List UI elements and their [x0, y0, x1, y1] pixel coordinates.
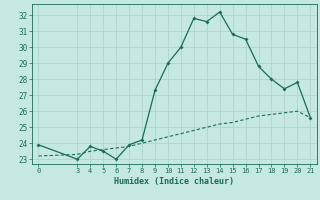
X-axis label: Humidex (Indice chaleur): Humidex (Indice chaleur) — [115, 177, 234, 186]
